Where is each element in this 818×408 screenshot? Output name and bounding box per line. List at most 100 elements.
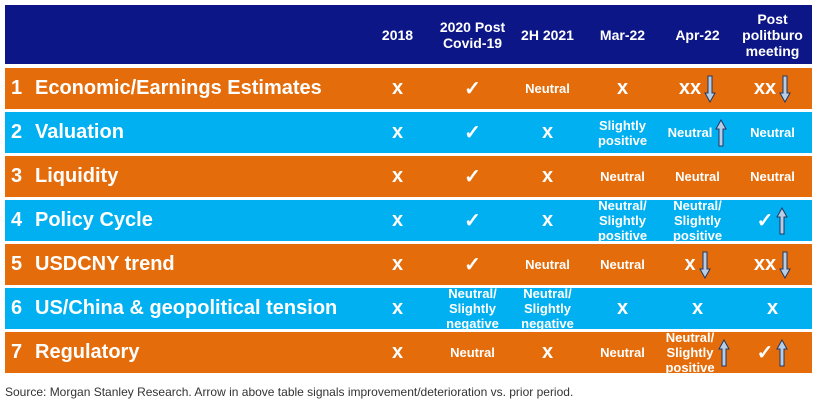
cell-value: x	[391, 77, 404, 99]
cell-value: ✓	[464, 254, 481, 276]
table-cell: Neutral	[735, 112, 810, 153]
table-cell: Neutral	[585, 244, 660, 285]
cell-value: Neutral/ Slightly positive	[597, 198, 648, 243]
row-number: 7	[11, 341, 23, 363]
table-header: 2018 2020 Post Covid-19 2H 2021 Mar-22 Apr-2…	[5, 5, 812, 64]
cell-value: x	[391, 253, 404, 275]
column-header: 2018	[381, 26, 414, 43]
table-row: 3 Liquidity x ✓ x Neutral Neutral Neutral	[5, 156, 812, 197]
table-cell: Neutral	[735, 156, 810, 197]
cell-value: x	[541, 209, 554, 231]
arrow-up-icon	[717, 338, 730, 366]
arrow-up-icon	[776, 338, 789, 366]
table-cell: x	[585, 68, 660, 109]
row-label: Policy Cycle	[35, 209, 153, 231]
cell-value: Neutral	[600, 345, 645, 360]
cell-value: x	[541, 121, 554, 143]
row-number: 2	[11, 121, 23, 143]
row-label: Regulatory	[35, 341, 140, 363]
cell-value: Neutral/ Slightly positive	[672, 198, 723, 243]
row-number: 6	[11, 297, 23, 319]
table-cell: ✓	[735, 332, 810, 373]
table-row: 6 US/China & geopolitical tension x Neutral…	[5, 286, 812, 331]
table-cell: ✓	[435, 200, 510, 241]
arrow-down-icon	[698, 251, 711, 279]
row-number: 1	[11, 77, 23, 99]
cell-value: xx	[753, 77, 777, 99]
column-header: 2020 Post Covid-19	[439, 18, 506, 51]
cell-value: x	[391, 209, 404, 231]
cell-value: Neutral/ Slightly positive	[665, 330, 715, 375]
table-cell: Neutral/ Slightly positive	[660, 198, 735, 243]
cell-value: Neutral	[600, 257, 645, 272]
row-number: 5	[11, 253, 23, 275]
column-header: Apr-22	[675, 26, 720, 43]
cell-value: Neutral/ Slightly negative	[446, 286, 499, 331]
cell-value: x	[541, 341, 554, 363]
cell-value: Neutral	[750, 169, 795, 184]
table-cell: x	[510, 156, 585, 197]
cell-value: ✓	[756, 342, 774, 364]
row-label: Valuation	[35, 121, 124, 143]
table-row: 1 Economic/Earnings Estimates x ✓ Neutral x xx…	[5, 68, 812, 109]
arrow-down-icon	[779, 75, 791, 103]
table-cell: ✓	[435, 156, 510, 197]
table-cell: xx	[735, 244, 810, 285]
cell-value: x	[766, 297, 779, 319]
row-label: Economic/Earnings Estimates	[35, 77, 322, 99]
cell-value: ✓	[756, 210, 774, 232]
cell-value: ✓	[464, 122, 481, 144]
table-cell: Neutral/ Slightly negative	[435, 286, 510, 331]
table-cell: ✓	[735, 200, 810, 241]
cell-value: x	[541, 165, 554, 187]
table-cell: x	[360, 244, 435, 285]
table-cell: x	[585, 288, 660, 329]
table-cell: Neutral/ Slightly negative	[510, 286, 585, 331]
table-cell: Neutral/ Slightly positive	[585, 198, 660, 243]
table-cell: x	[510, 112, 585, 153]
table-cell: Neutral	[660, 112, 735, 153]
cell-value: Neutral	[600, 169, 645, 184]
arrow-down-icon	[704, 75, 716, 103]
table-cell: x	[510, 200, 585, 241]
table-cell: x	[360, 288, 435, 329]
column-header: Mar-22	[599, 26, 646, 43]
table-cell: x	[660, 244, 735, 285]
column-header: 2H 2021	[521, 26, 574, 43]
table-cell: x	[360, 156, 435, 197]
source-note: Source: Morgan Stanley Research. Arrow i…	[5, 385, 574, 399]
cell-value: xx	[753, 253, 777, 275]
row-number: 3	[11, 165, 23, 187]
table-cell: ✓	[435, 112, 510, 153]
table-row: 7 Regulatory x Neutral x Neutral Neutral/ Slig…	[5, 330, 812, 375]
arrow-up-icon	[715, 118, 728, 146]
row-label: Liquidity	[35, 165, 119, 187]
table-cell: ✓	[435, 244, 510, 285]
cell-value: x	[391, 121, 404, 143]
table-cell: x	[660, 288, 735, 329]
cell-value: x	[391, 297, 404, 319]
cell-value: x	[391, 165, 404, 187]
table-cell: x	[510, 332, 585, 373]
cell-value: Slightly positive	[597, 117, 648, 148]
arrow-up-icon	[776, 206, 789, 234]
cell-value: Neutral	[667, 125, 713, 140]
cell-value: Neutral	[450, 345, 495, 360]
table-cell: xx	[735, 68, 810, 109]
row-number: 4	[11, 209, 23, 231]
table-cell: x	[735, 288, 810, 329]
table-cell: x	[360, 68, 435, 109]
cell-value: Neutral	[750, 125, 795, 140]
cell-value: x	[684, 253, 696, 275]
cell-value: xx	[678, 77, 702, 99]
column-header: Post politburo meeting	[742, 10, 803, 59]
table-cell: Neutral	[435, 332, 510, 373]
arrow-down-icon	[779, 251, 791, 279]
cell-value: Neutral/ Slightly negative	[521, 286, 574, 331]
cell-value: Neutral	[675, 169, 720, 184]
table-cell: Neutral	[510, 244, 585, 285]
table-cell: x	[360, 200, 435, 241]
row-label: USDCNY trend	[35, 253, 175, 275]
table-row: 4 Policy Cycle x ✓ x Neutral/ Slightly positi…	[5, 198, 812, 243]
cell-value: x	[691, 297, 704, 319]
